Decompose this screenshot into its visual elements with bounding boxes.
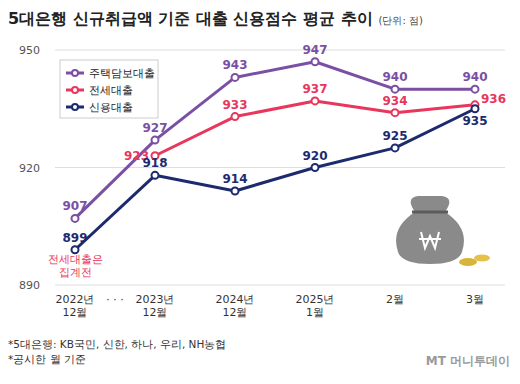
footnote: *5대은행: KB국민, 신한, 하나, 우리, NH농협 — [8, 338, 226, 350]
x-tick-label: 2월 — [386, 293, 404, 306]
x-tick-label: 2023년12월 — [136, 293, 175, 319]
point — [472, 105, 479, 112]
point — [472, 86, 479, 93]
legend-label: 주택담보대출 — [89, 67, 155, 80]
data-label: 925 — [382, 129, 407, 143]
data-label: 935 — [462, 114, 487, 128]
grid-line — [55, 50, 505, 51]
text-line: 1월 — [306, 306, 324, 319]
point — [152, 172, 159, 179]
text-line: 전세대출은 — [48, 253, 103, 265]
y-tick-label: 950 — [19, 44, 40, 57]
data-label: 899 — [62, 231, 87, 245]
chart: 5대은행 신규취급액 기준 대출 신용점수 평균 추이 (단위: 점) 890 920… — [0, 0, 520, 384]
legend-box — [60, 60, 158, 118]
point — [312, 97, 319, 104]
point — [392, 144, 399, 151]
text-line: 12월 — [143, 306, 168, 319]
text-line: 집계전 — [59, 266, 92, 278]
bag-symbol — [419, 232, 441, 248]
data-label: 927 — [142, 121, 167, 135]
coin — [459, 258, 477, 266]
data-label: 936 — [481, 92, 506, 106]
grid-line — [55, 285, 505, 286]
subtitle: (단위: 점) — [379, 15, 423, 26]
text-line: 2025년 — [296, 293, 335, 306]
data-label: 940 — [382, 70, 407, 84]
y-tick-label: 920 — [19, 162, 40, 175]
title: 5대은행 신규취급액 기준 대출 신용점수 평균 추이 — [8, 9, 373, 28]
text-line: 2024년 — [216, 293, 255, 306]
text-line: 2022년 — [56, 293, 95, 306]
annotation: 전세대출은집계전 — [48, 253, 103, 278]
data-labels: 9079279439479409409239339379349368999189… — [62, 43, 506, 245]
y-tick-label: 890 — [19, 279, 40, 292]
legend-marker — [72, 104, 78, 110]
data-label: 943 — [222, 58, 247, 72]
x-tick-label: 3월 — [466, 293, 484, 306]
data-label: 920 — [302, 149, 327, 163]
x-tick-label: 2025년1월 — [296, 293, 335, 319]
point — [312, 164, 319, 171]
point — [392, 109, 399, 116]
legend-marker — [72, 70, 78, 76]
x-tick-label: 2022년12월 — [56, 293, 95, 319]
legend: 주택담보대출전세대출신용대출 — [60, 60, 158, 118]
legend-label: 전세대출 — [89, 84, 133, 97]
grid-line — [55, 167, 505, 168]
coin — [474, 255, 490, 262]
text-line: 12월 — [223, 306, 248, 319]
text-line: 12월 — [63, 306, 88, 319]
x-tick-label: 2024년12월 — [216, 293, 255, 319]
data-label: 918 — [142, 156, 167, 170]
data-label: 947 — [302, 43, 327, 57]
bag-tie — [412, 211, 448, 214]
source: MT 머니투데이 — [426, 354, 510, 368]
data-label: 937 — [302, 82, 327, 96]
legend-label: 신용대출 — [89, 101, 133, 114]
text-line: 2023년 — [136, 293, 175, 306]
data-label: 940 — [462, 70, 487, 84]
legend-marker — [72, 87, 78, 93]
point — [392, 86, 399, 93]
data-label: 934 — [382, 94, 407, 108]
data-label: 907 — [62, 199, 87, 213]
axis-break: · · · — [106, 293, 123, 306]
point — [232, 74, 239, 81]
point — [312, 58, 319, 65]
footnote: *공시한 월 기준 — [8, 353, 86, 365]
point — [232, 113, 239, 120]
data-label: 914 — [222, 172, 247, 186]
point — [232, 188, 239, 195]
bag-body — [396, 196, 464, 264]
data-label: 933 — [222, 98, 247, 112]
point — [152, 137, 159, 144]
point — [72, 215, 79, 222]
money-bag-icon — [396, 196, 490, 266]
